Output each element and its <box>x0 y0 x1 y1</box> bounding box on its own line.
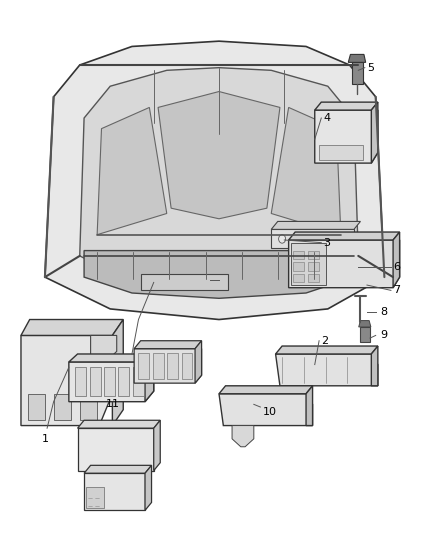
Polygon shape <box>315 102 378 110</box>
Polygon shape <box>78 420 160 428</box>
Polygon shape <box>271 221 360 229</box>
Polygon shape <box>315 110 378 163</box>
FancyBboxPatch shape <box>293 251 304 259</box>
FancyBboxPatch shape <box>90 367 101 397</box>
Polygon shape <box>134 349 201 383</box>
Text: 8: 8 <box>380 306 387 317</box>
Polygon shape <box>145 354 154 402</box>
Text: 3: 3 <box>323 238 330 248</box>
FancyBboxPatch shape <box>360 327 370 342</box>
Polygon shape <box>289 232 399 240</box>
Polygon shape <box>348 54 366 62</box>
Polygon shape <box>84 473 145 511</box>
FancyBboxPatch shape <box>153 353 164 379</box>
Polygon shape <box>271 229 354 248</box>
Polygon shape <box>141 274 228 290</box>
FancyBboxPatch shape <box>133 367 144 397</box>
FancyBboxPatch shape <box>182 353 192 379</box>
Polygon shape <box>195 341 201 383</box>
Text: 5: 5 <box>367 63 374 72</box>
Text: 10: 10 <box>262 407 276 417</box>
Polygon shape <box>154 420 160 471</box>
FancyBboxPatch shape <box>291 243 325 285</box>
FancyBboxPatch shape <box>319 144 363 160</box>
Polygon shape <box>158 92 280 219</box>
Text: 4: 4 <box>323 113 331 123</box>
Polygon shape <box>393 232 399 288</box>
Polygon shape <box>145 465 152 511</box>
Text: 2: 2 <box>321 336 328 346</box>
Polygon shape <box>276 346 378 354</box>
FancyBboxPatch shape <box>53 394 71 420</box>
Polygon shape <box>306 386 313 425</box>
Text: 1: 1 <box>42 433 49 443</box>
Polygon shape <box>371 346 378 386</box>
Polygon shape <box>84 251 354 298</box>
Circle shape <box>309 235 316 243</box>
Text: 11: 11 <box>106 399 120 409</box>
FancyBboxPatch shape <box>80 394 97 420</box>
Polygon shape <box>134 341 201 349</box>
Polygon shape <box>69 362 154 402</box>
FancyBboxPatch shape <box>308 262 319 271</box>
Polygon shape <box>69 354 154 362</box>
FancyBboxPatch shape <box>293 262 304 271</box>
FancyBboxPatch shape <box>308 251 319 259</box>
Polygon shape <box>371 102 378 163</box>
Polygon shape <box>219 386 313 394</box>
FancyBboxPatch shape <box>138 353 149 379</box>
Polygon shape <box>276 354 378 386</box>
FancyBboxPatch shape <box>28 394 45 420</box>
Polygon shape <box>78 428 154 471</box>
Polygon shape <box>359 320 371 327</box>
Text: 9: 9 <box>380 330 387 341</box>
FancyBboxPatch shape <box>293 274 304 282</box>
Circle shape <box>339 235 346 243</box>
FancyBboxPatch shape <box>167 353 178 379</box>
FancyBboxPatch shape <box>75 367 86 397</box>
Polygon shape <box>80 68 358 290</box>
Polygon shape <box>219 394 313 425</box>
Polygon shape <box>45 41 385 319</box>
FancyBboxPatch shape <box>86 487 104 508</box>
Polygon shape <box>91 335 117 362</box>
Polygon shape <box>97 108 167 235</box>
FancyBboxPatch shape <box>104 367 115 397</box>
Text: 6: 6 <box>393 262 400 271</box>
FancyBboxPatch shape <box>352 62 363 84</box>
Text: 7: 7 <box>393 285 400 295</box>
Polygon shape <box>232 425 254 447</box>
Polygon shape <box>84 465 152 473</box>
FancyBboxPatch shape <box>308 274 319 282</box>
Polygon shape <box>21 319 123 335</box>
Polygon shape <box>113 319 123 425</box>
Circle shape <box>279 235 286 243</box>
Polygon shape <box>271 108 341 235</box>
Polygon shape <box>289 240 399 288</box>
Polygon shape <box>21 335 113 425</box>
FancyBboxPatch shape <box>118 367 129 397</box>
